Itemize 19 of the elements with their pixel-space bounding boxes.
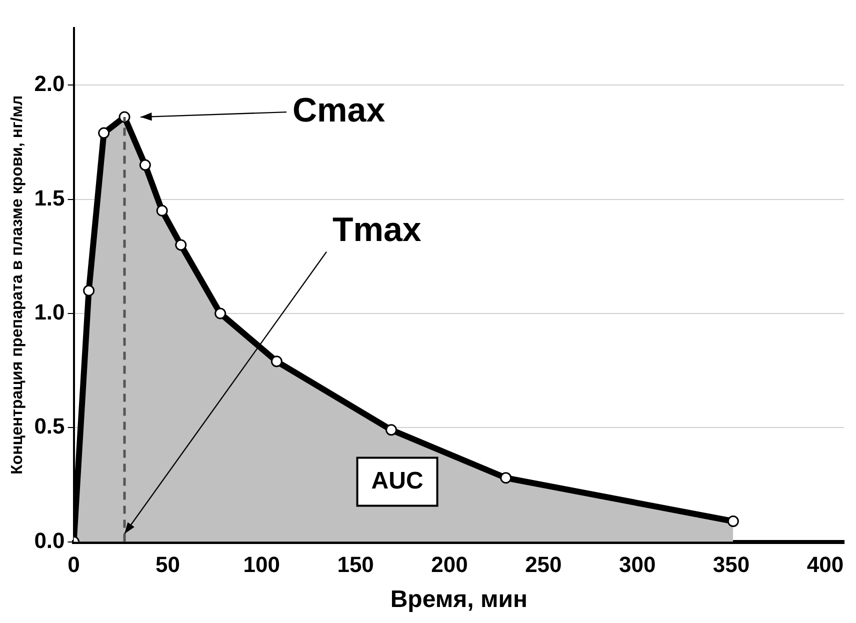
- x-tick-label: 300: [618, 552, 656, 578]
- annotation: Tmax: [332, 211, 422, 250]
- x-tick-label: 200: [431, 552, 468, 578]
- y-tick-label: 1.0: [34, 300, 65, 325]
- y-tick-label: 2.0: [34, 71, 65, 96]
- x-tick-label: 350: [712, 552, 750, 578]
- x-tick-label: 400: [806, 552, 844, 578]
- annotation: AUC: [371, 467, 424, 494]
- x-tick-label: 100: [243, 552, 280, 578]
- x-axis-title: Время, мин: [390, 586, 528, 614]
- y-tick-label: 0.0: [34, 528, 65, 553]
- y-tick-label: 0.5: [34, 414, 65, 439]
- x-tick-label: 150: [337, 552, 374, 578]
- y-tick-label: 1.5: [34, 185, 65, 210]
- x-tick-label: 0: [68, 552, 80, 578]
- y-axis-title: Концентрация препарата в плазме крови, нг/мл: [9, 95, 26, 474]
- annotation: Cmax: [292, 91, 386, 130]
- x-tick-label: 50: [155, 552, 180, 578]
- x-tick-label: 250: [525, 552, 562, 578]
